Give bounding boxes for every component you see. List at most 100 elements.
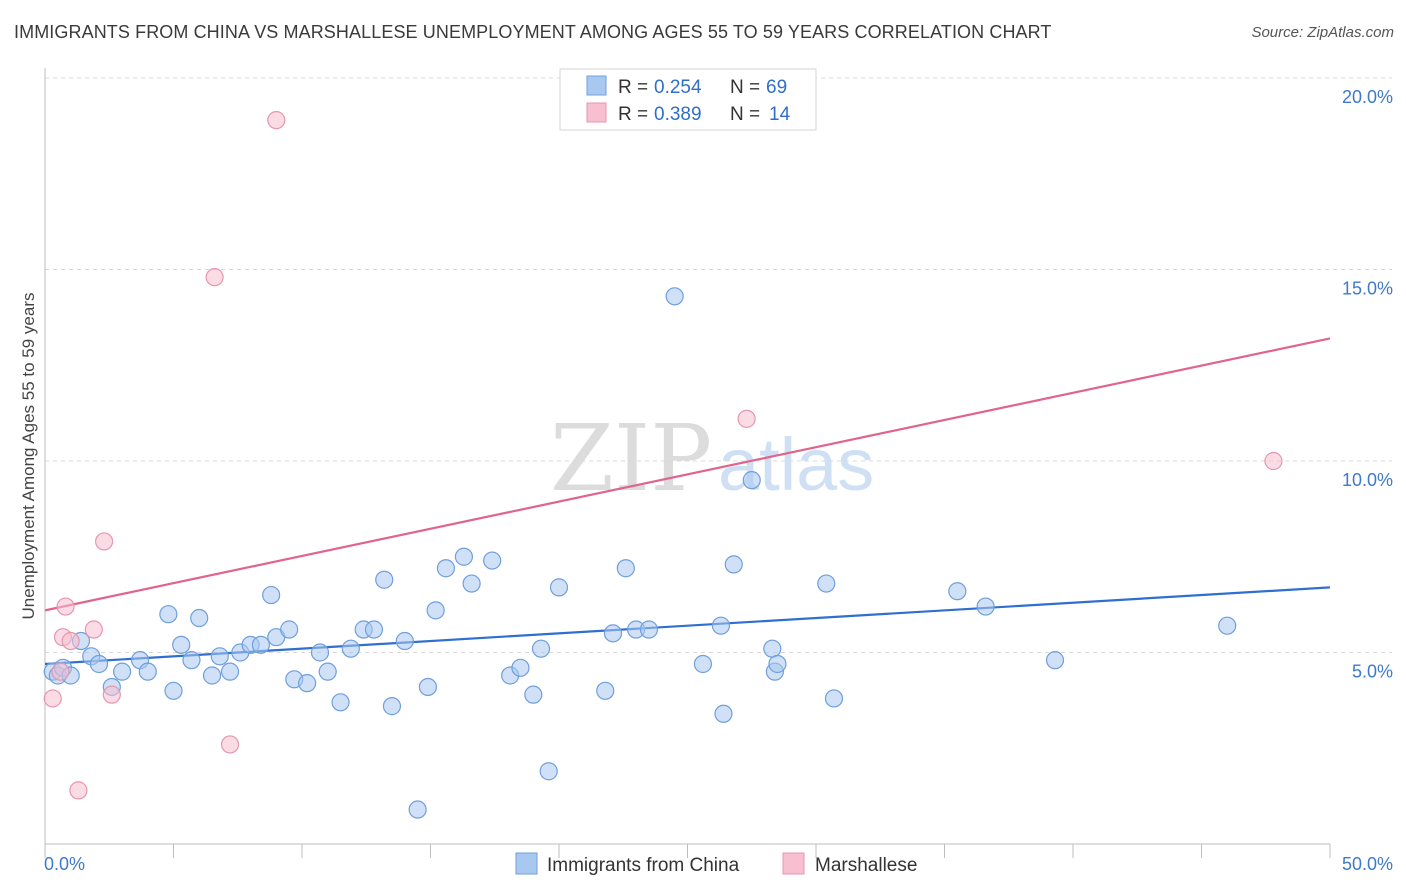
- marshallese-point-6: [84, 620, 103, 639]
- china-point-10: [138, 662, 157, 681]
- china-point-11: [159, 605, 178, 624]
- china-point-40: [454, 547, 474, 566]
- bottom-legend-swatch-marshallese: [782, 852, 805, 875]
- china-point-46: [531, 639, 551, 658]
- china-point-21: [251, 635, 270, 654]
- china-point-13: [172, 635, 191, 654]
- legend-n-label-china: N =: [730, 77, 760, 98]
- china-point-35: [395, 631, 414, 651]
- marshallese-point-5: [69, 781, 88, 800]
- china-point-45: [524, 685, 543, 704]
- china-point-67: [1045, 651, 1065, 670]
- china-point-22: [262, 585, 281, 605]
- china-point-28: [318, 662, 337, 681]
- china-point-39: [436, 559, 456, 578]
- china-point-65: [948, 582, 967, 601]
- china-point-53: [639, 620, 659, 639]
- marshallese-point-8: [102, 685, 121, 704]
- china-point-18: [220, 662, 240, 681]
- china-point-57: [714, 704, 733, 723]
- china-point-63: [817, 574, 836, 593]
- china-point-58: [724, 555, 743, 574]
- y-tick-label-10: 10.0%: [1342, 470, 1393, 490]
- china-point-32: [364, 620, 384, 639]
- bottom-legend-label-china: Immigrants from China: [547, 855, 740, 876]
- china-point-49: [596, 681, 615, 700]
- y-axis-label: Unemployment Among Ages 55 to 59 years: [19, 293, 38, 620]
- series-marshallese-points: [43, 111, 1283, 800]
- china-point-51: [616, 559, 635, 578]
- marshallese-point-9: [205, 268, 224, 287]
- china-point-64: [824, 689, 844, 708]
- marshallese-point-3: [56, 597, 75, 616]
- legend-r-label-china: R =: [618, 77, 648, 98]
- y-tick-label-15: 15.0%: [1342, 279, 1393, 299]
- bottom-legend-swatch-china: [515, 852, 538, 875]
- china-point-14: [182, 651, 201, 670]
- marshallese-point-1: [51, 662, 70, 681]
- legend-swatch-china: [586, 75, 607, 96]
- china-point-68: [1218, 616, 1237, 635]
- china-point-36: [408, 800, 427, 819]
- china-point-42: [483, 551, 502, 570]
- marshallese-point-10: [220, 735, 240, 754]
- china-point-60: [763, 639, 782, 658]
- y-tick-labels: 5.0% 10.0% 15.0% 20.0%: [1342, 87, 1393, 682]
- legend-r-value-marshallese: 0.389: [654, 104, 702, 125]
- china-point-29: [331, 693, 350, 712]
- china-point-33: [375, 570, 394, 589]
- china-point-17: [210, 647, 229, 666]
- china-point-6: [89, 654, 109, 674]
- legend-n-label-marshallese: N =: [730, 104, 760, 125]
- gridlines: [45, 77, 1392, 653]
- china-point-16: [202, 666, 222, 685]
- china-point-47: [539, 762, 558, 781]
- series-china-points: [43, 287, 1237, 819]
- chart-title: IMMIGRANTS FROM CHINA VS MARSHALLESE UNE…: [14, 22, 1052, 42]
- watermark-zip: ZIP: [550, 405, 712, 512]
- marshallese-point-11: [267, 111, 286, 130]
- china-point-48: [549, 578, 569, 597]
- china-point-34: [382, 697, 402, 716]
- china-point-59: [742, 471, 761, 490]
- china-point-30: [341, 639, 360, 658]
- china-point-37: [418, 677, 438, 697]
- china-point-66: [976, 597, 995, 616]
- china-point-15: [190, 608, 209, 628]
- marshallese-point-12: [737, 409, 756, 428]
- bottom-legend: Immigrants from China Marshallese: [515, 852, 917, 876]
- china-point-50: [603, 624, 623, 643]
- china-point-24: [280, 620, 299, 639]
- y-tick-label-20: 20.0%: [1342, 87, 1393, 107]
- legend-n-value-marshallese: 14: [769, 104, 791, 125]
- x-ticks: [44, 844, 1331, 858]
- marshallese-point-0: [43, 689, 62, 708]
- marshallese-point-4: [61, 631, 80, 651]
- x-tick-label-max: 50.0%: [1342, 854, 1393, 874]
- china-point-27: [310, 643, 330, 662]
- marshallese-point-13: [1264, 451, 1283, 471]
- china-point-38: [426, 601, 445, 620]
- legend-r-value-china: 0.254: [654, 77, 702, 98]
- x-tick-label-min: 0.0%: [44, 854, 85, 874]
- trend-line-marshallese: [44, 337, 1331, 612]
- china-point-44: [511, 658, 530, 677]
- china-point-54: [665, 287, 684, 306]
- legend-r-label-marshallese: R =: [618, 104, 648, 125]
- marshallese-point-7: [95, 532, 114, 551]
- china-point-55: [693, 654, 713, 674]
- china-point-56: [711, 616, 731, 635]
- legend: R = 0.254 N = 69 R = 0.389 N = 14: [559, 68, 817, 131]
- china-point-26: [298, 674, 317, 693]
- watermark-atlas: atlas: [718, 423, 874, 506]
- china-point-8: [112, 662, 132, 681]
- y-tick-label-5: 5.0%: [1352, 662, 1393, 682]
- china-point-12: [164, 681, 183, 700]
- china-point-62: [768, 654, 787, 674]
- legend-n-value-china: 69: [766, 77, 787, 98]
- bottom-legend-label-marshallese: Marshallese: [815, 855, 917, 876]
- legend-swatch-marshallese: [586, 102, 607, 123]
- source-label: Source: ZipAtlas.com: [1251, 24, 1394, 41]
- china-point-41: [462, 574, 481, 593]
